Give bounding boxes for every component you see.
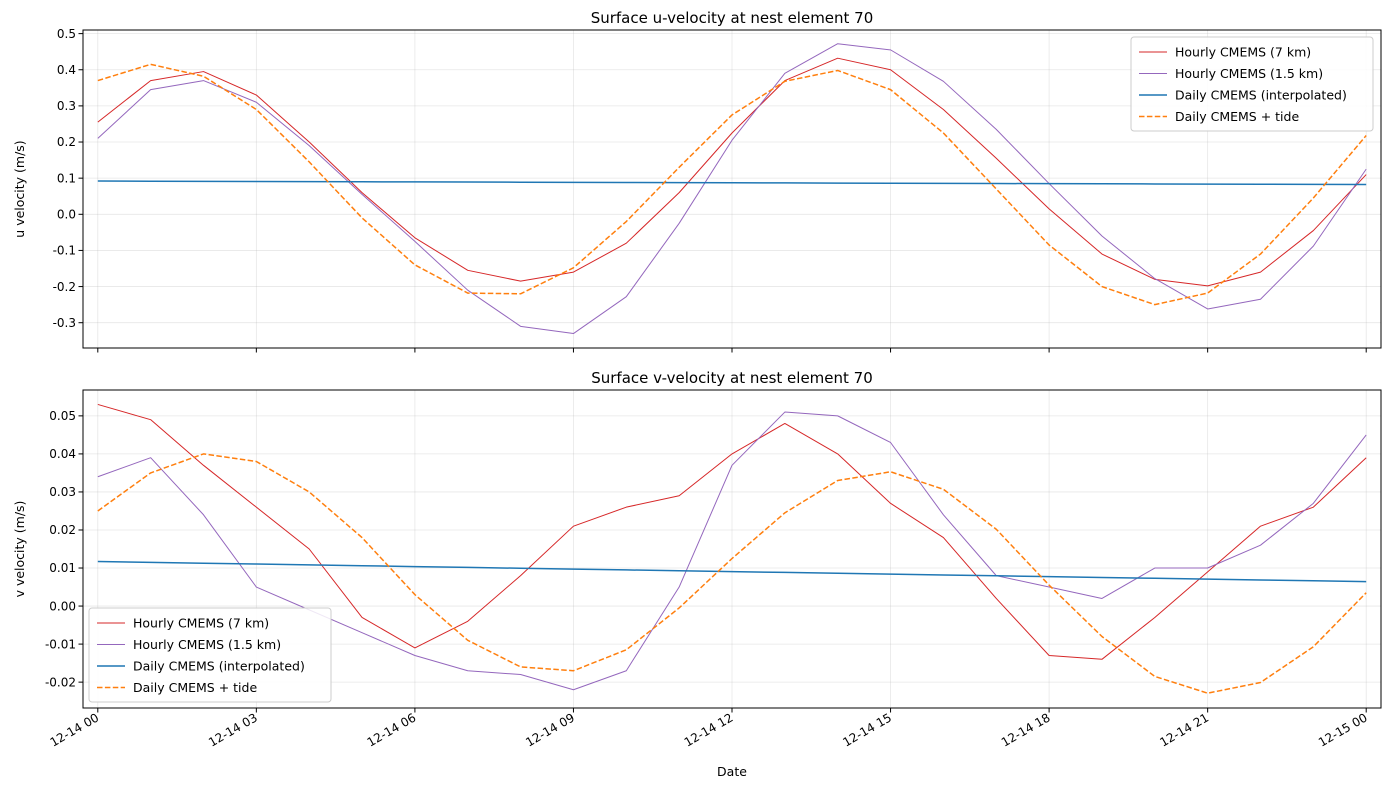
- chart-title: Surface v-velocity at nest element 70: [591, 369, 873, 387]
- y-tick-label: 0.01: [49, 561, 76, 575]
- x-tick-label: 12-14 15: [840, 710, 894, 749]
- chart-panel-2: 12-14 00 12-14 03 12-14 06 12-14 09 12-14 12…: [12, 369, 1382, 779]
- legend-label-1: Hourly CMEMS (7 km): [133, 615, 269, 630]
- y-tick-label: -0.3: [53, 316, 76, 330]
- legend-box: [88, 607, 332, 703]
- x-tick-label: 12-14 03: [206, 710, 260, 749]
- legend-label-2: Hourly CMEMS (1.5 km): [1175, 66, 1323, 81]
- x-tick-label: 12-14 12: [682, 710, 736, 749]
- series-line-1: [97, 403, 1367, 660]
- y-tick-label: -0.02: [45, 675, 76, 689]
- x-tick-label: 12-14 00: [48, 710, 102, 749]
- series-line-1: [97, 57, 1367, 287]
- plot-frame: [82, 389, 1382, 709]
- y-tick-label: 0.03: [49, 485, 76, 499]
- y-tick-label: 0.04: [49, 447, 76, 461]
- legend-label-2: Hourly CMEMS (1.5 km): [133, 637, 281, 652]
- plot-frame: [82, 29, 1382, 349]
- x-tick-label: 12-14 09: [523, 710, 577, 749]
- series-line-3: [97, 560, 1367, 583]
- x-axis-label: Date: [717, 764, 747, 779]
- y-tick-label: 0.0: [57, 207, 76, 221]
- y-tick-label: -0.1: [53, 244, 76, 258]
- series-line-4: [97, 63, 1367, 306]
- y-tick-label: 0.00: [49, 599, 76, 613]
- chart-title: Surface u-velocity at nest element 70: [591, 9, 874, 27]
- y-tick-label: 0.05: [49, 409, 76, 423]
- y-tick-label: 0.02: [49, 523, 76, 537]
- x-tick-label: 12-15 00: [1316, 710, 1370, 749]
- chart-panel-1: -0.3 -0.2 -0.1 0.0 0.1 0.2 0.3 0.4 0.5 Surface u-…: [12, 9, 1382, 353]
- legend-label-4: Daily CMEMS + tide: [133, 680, 257, 695]
- legend-box: [1130, 36, 1374, 132]
- y-tick-label: 0.3: [57, 99, 76, 113]
- y-tick-label: 0.1: [57, 171, 76, 185]
- y-axis-label: v velocity (m/s): [12, 501, 27, 598]
- legend-label-4: Daily CMEMS + tide: [1175, 109, 1299, 124]
- y-tick-label: -0.2: [53, 280, 76, 294]
- x-tick-label: 12-14 18: [999, 710, 1053, 749]
- legend-label-3: Daily CMEMS (interpolated): [133, 658, 305, 673]
- series-line-4: [97, 453, 1367, 694]
- legend-label-3: Daily CMEMS (interpolated): [1175, 87, 1347, 102]
- y-tick-label: -0.01: [45, 637, 76, 651]
- legend-label-1: Hourly CMEMS (7 km): [1175, 44, 1311, 59]
- legend: Hourly CMEMS (7 km) Hourly CMEMS (1.5 km)…: [1130, 36, 1374, 132]
- y-tick-label: 0.2: [57, 135, 76, 149]
- x-tick-label: 12-14 21: [1157, 710, 1211, 749]
- x-tick-label: 12-14 06: [365, 710, 419, 749]
- series-line-3: [97, 180, 1367, 186]
- y-axis-label: u velocity (m/s): [12, 140, 27, 237]
- y-tick-label: 0.5: [57, 27, 76, 41]
- legend: Hourly CMEMS (7 km) Hourly CMEMS (1.5 km)…: [88, 607, 332, 703]
- y-tick-label: 0.4: [57, 63, 76, 77]
- series-line-2: [97, 43, 1367, 335]
